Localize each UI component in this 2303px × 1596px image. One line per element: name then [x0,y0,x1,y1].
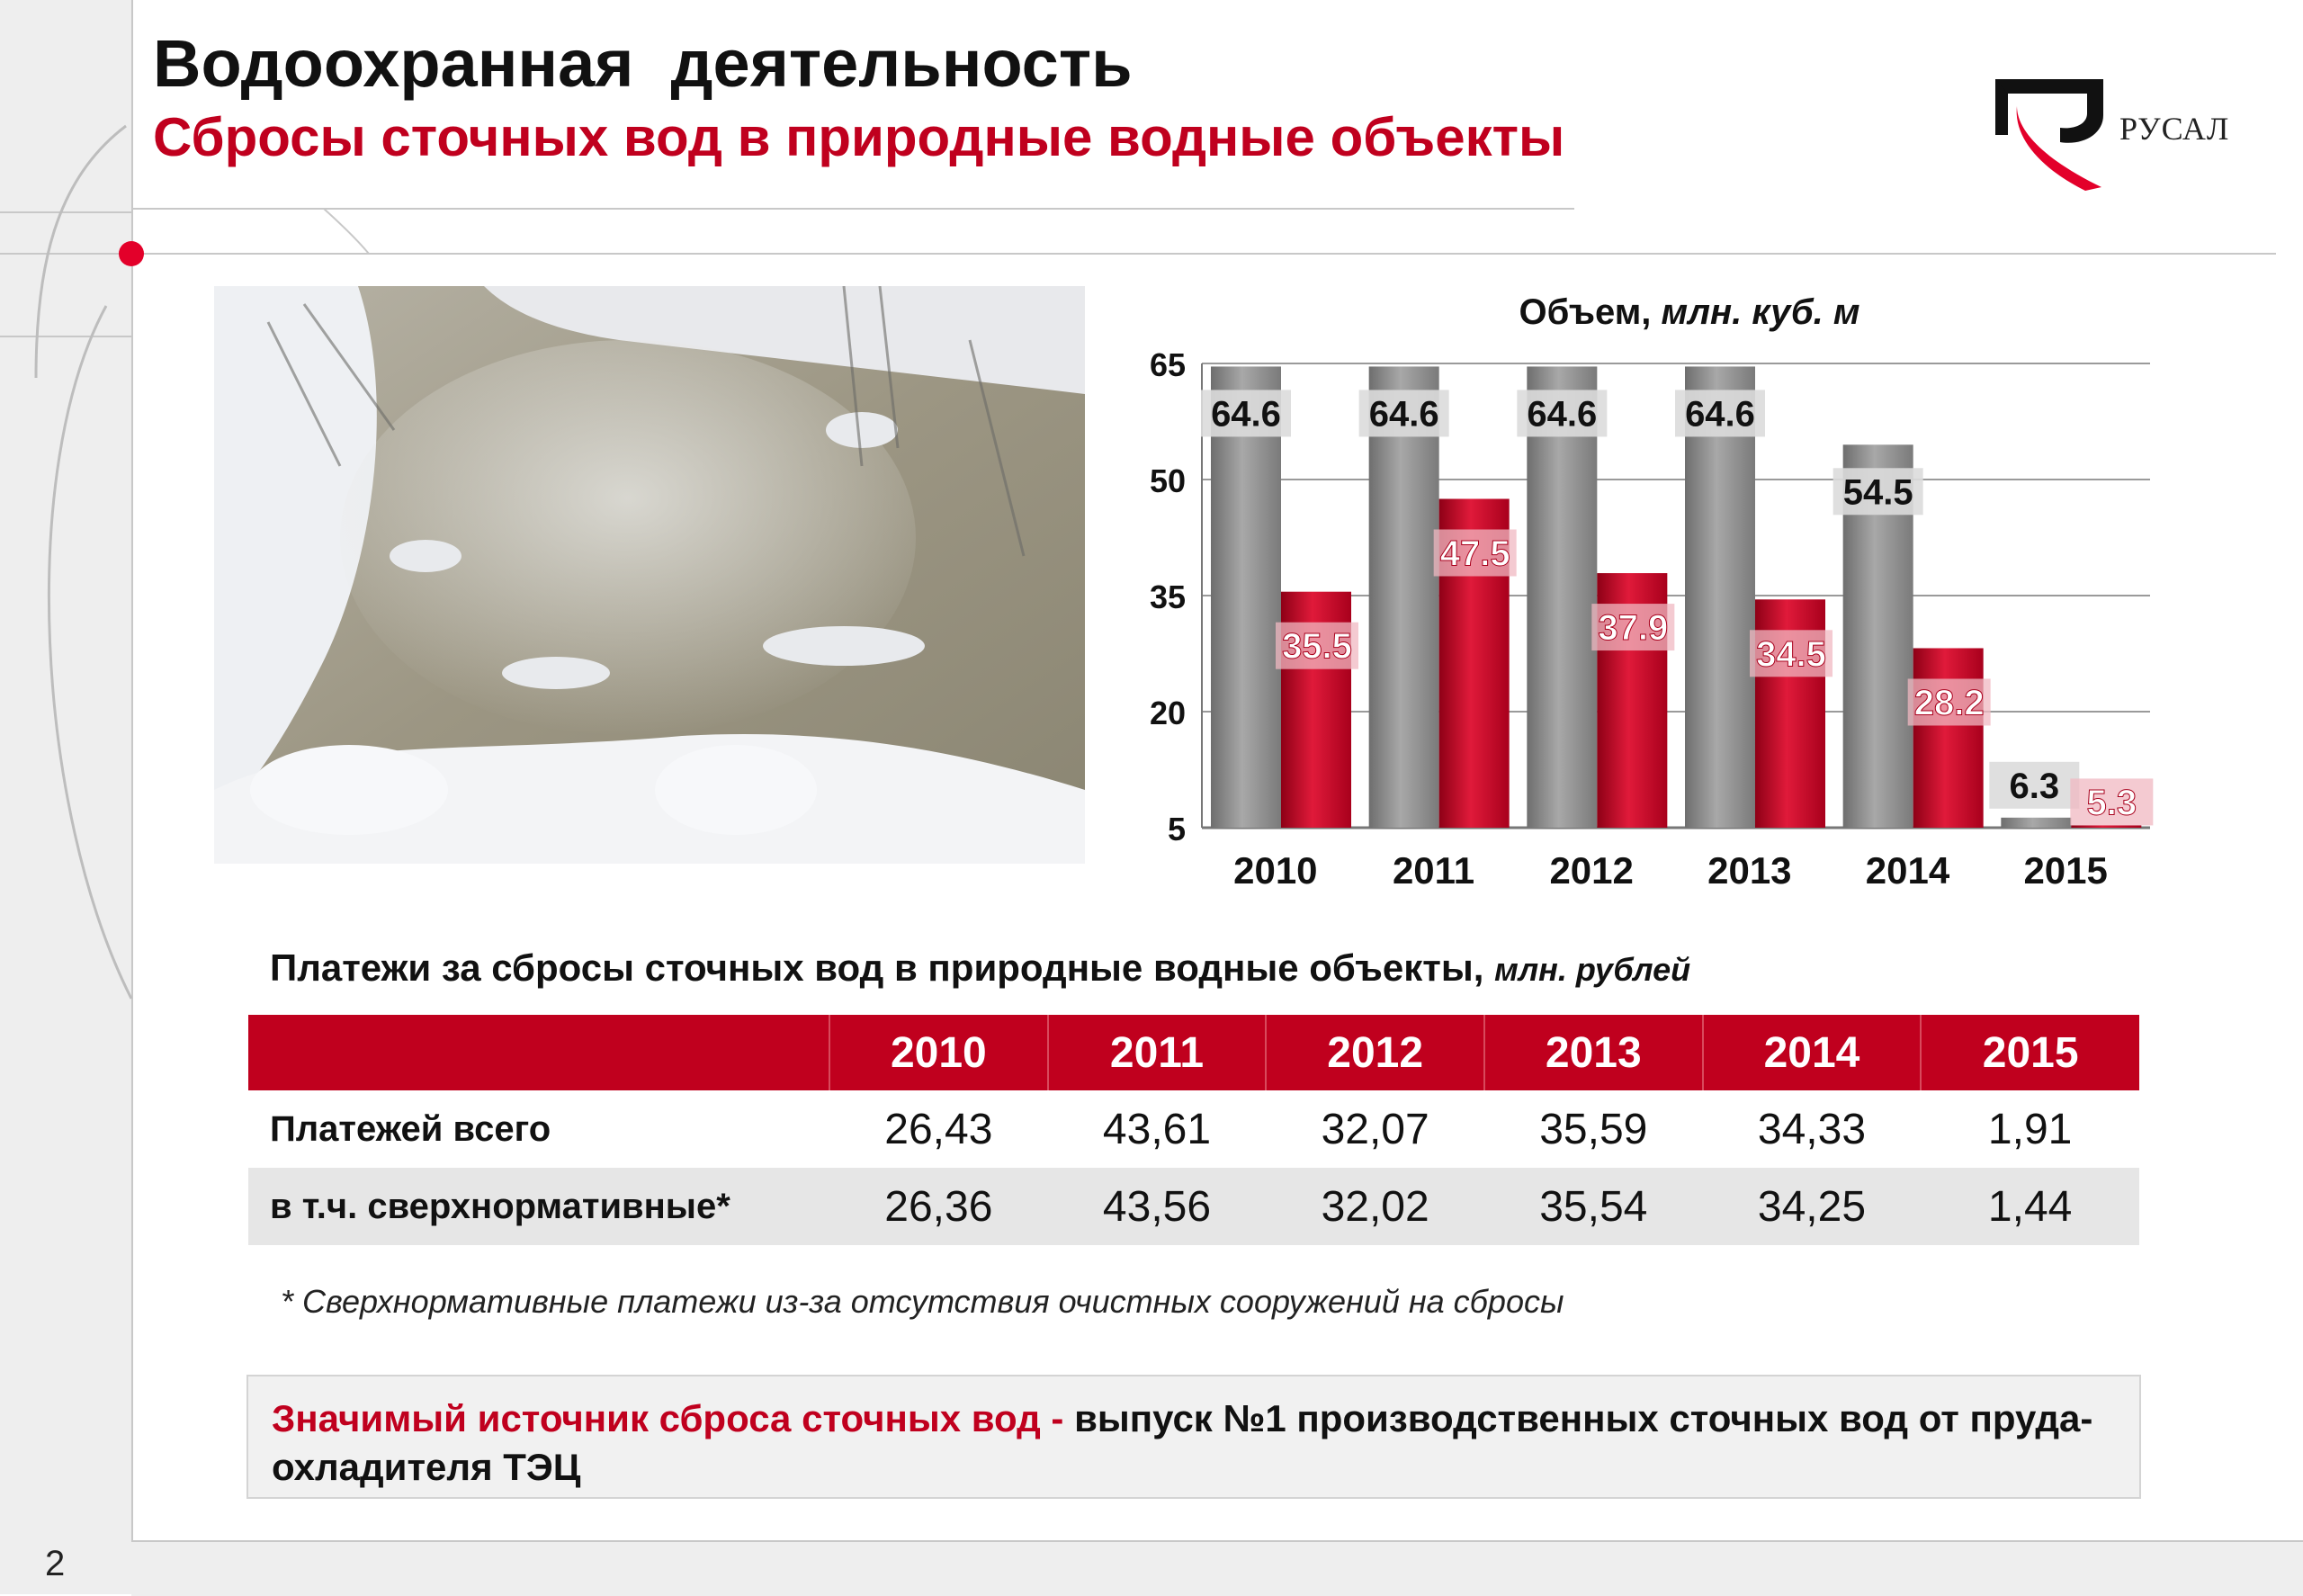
data-label: 64.6 [1369,394,1439,434]
x-tick-label: 2015 [2023,849,2107,892]
page-title: Водоохранная деятельность [153,26,1133,101]
data-label-bg [1433,529,1517,577]
data-label: 6.3 [2010,767,2060,806]
column-header: 2012 [1265,1015,1484,1090]
data-label-bg [1358,390,1449,437]
data-label-bg [1989,761,2080,809]
y-tick-label: 5 [1168,811,1186,847]
table-cell: 34,25 [1702,1168,1922,1245]
data-label: 64.6 [1685,394,1755,434]
data-label-bg [1591,604,1675,651]
payments-table: 2010 2011 2012 2013 2014 2015 Платежей в… [248,1015,2139,1245]
data-label-bg [2070,778,2154,826]
bar [1368,366,1439,828]
table-cell: 32,02 [1266,1168,1484,1245]
data-label: 47.5 [1440,534,1510,574]
table-cell: 34,33 [1757,1105,1867,1153]
table-cell: 1,44 [1921,1168,2139,1245]
y-tick-label: 20 [1150,695,1186,731]
row-label: в т.ч. сверхнормативные* [248,1168,829,1245]
logo-wordmark: РУСАЛ [2119,111,2230,147]
chart-grid [1201,363,2150,829]
column-header: 2010 [829,1015,1048,1090]
chart-data-labels: 64.6 35.5 64.6 47.5 64.6 37.9 64.6 34.5 54.5 28.2… [1201,390,2154,826]
data-label-bg [1750,630,1833,677]
row-label: Платежей всего [270,1108,551,1149]
data-label: 28.2 [1914,683,1985,722]
bar [2001,817,2072,828]
x-tick-label: 2012 [1549,849,1633,892]
table-cell: 26,36 [829,1168,1048,1245]
data-label: 37.9 [1598,608,1668,648]
column-header: 2011 [1046,1015,1267,1090]
table-cell: 1,91 [1987,1105,2073,1153]
data-label-bg [1907,678,1991,726]
table-cell: 32,07 [1321,1105,1429,1153]
bar [1685,366,1755,828]
chart-y-ticks: 5 20 35 50 65 [1150,346,1186,847]
y-tick-label: 50 [1150,462,1186,499]
data-label-bg [1675,390,1765,437]
callout-text: выпуск №1 производственных сточных вод о… [272,1397,2093,1488]
winter-river-photo [214,286,1085,864]
table-cell: 35,59 [1539,1105,1648,1153]
y-tick-label: 35 [1150,578,1186,615]
data-label-bg [1276,622,1358,669]
table-cell: 43,61 [1102,1105,1212,1153]
table-cell: 43,56 [1047,1168,1267,1245]
rusal-logo-icon [1995,79,2103,191]
footer-band [131,1540,2303,1596]
x-tick-label: 2011 [1393,849,1474,892]
chart-x-ticks: 2010 2011 2012 2013 2014 2015 [1233,849,2108,892]
y-tick-label: 65 [1150,346,1186,383]
column-header: 2015 [1920,1015,2139,1090]
payments-title-text: Платежи за сбросы сточных вод в природны… [270,946,1484,989]
bar [1913,648,1984,828]
data-label-bg [1833,468,1923,516]
callout-highlight: Значимый источник сброса сточных вод - [272,1397,1075,1439]
data-label: 54.5 [1843,472,1913,512]
data-label-bg [1201,390,1291,437]
accent-dot [119,241,144,266]
page-number: 2 [45,1544,66,1583]
data-label: 5.3 [2087,783,2137,822]
table-row: Платежей всего 26,43 43,61 32,07 35,59 3… [248,1090,2139,1168]
table-header-row: 2010 2011 2012 2013 2014 2015 [248,1015,2139,1090]
table-corner-cell [248,1015,829,1090]
page-subtitle: Сбросы сточных вод в природные водные об… [153,107,1565,167]
x-tick-label: 2010 [1233,849,1317,892]
footnote: * Сверхнормативные платежи из-за отсутст… [281,1283,1564,1320]
table-row: в т.ч. сверхнормативные* 26,36 43,56 32,… [248,1168,2139,1245]
table-cell: 35,54 [1483,1168,1703,1245]
table-cell: 26,43 [884,1105,993,1153]
x-tick-label: 2013 [1707,849,1791,892]
column-header: 2013 [1483,1015,1703,1090]
data-label: 64.6 [1527,394,1597,434]
data-label: 34.5 [1756,634,1826,674]
data-label-bg [1517,390,1608,437]
key-source-callout: Значимый источник сброса сточных вод - в… [246,1375,2141,1499]
chart-bars [1211,366,2142,828]
bar [2071,825,2142,828]
data-label: 64.6 [1211,394,1281,434]
data-label: 35.5 [1282,627,1352,667]
payments-unit: млн. рублей [1494,951,1691,988]
column-header: 2014 [1701,1015,1922,1090]
x-tick-label: 2014 [1866,849,1950,892]
chart-title: Объем, млн. куб. м [1519,292,1860,332]
payments-title: Платежи за сбросы сточных вод в природны… [270,946,1690,990]
bar [1211,366,1281,828]
bar [1527,366,1598,828]
